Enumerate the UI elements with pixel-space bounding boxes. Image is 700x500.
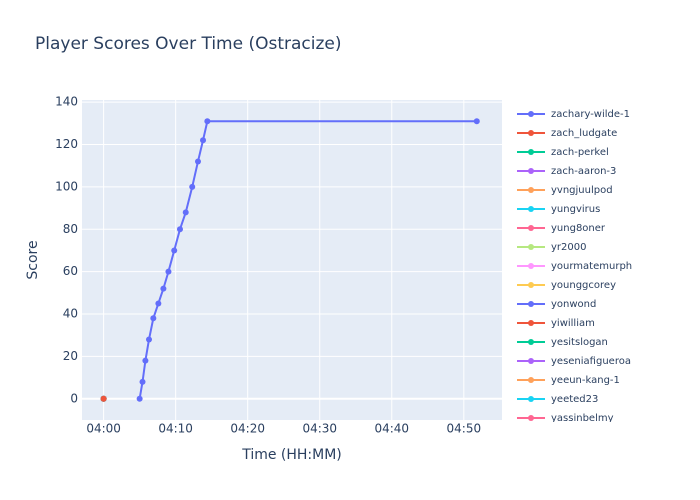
data-point bbox=[182, 209, 189, 216]
legend-label: yourmatemurph bbox=[551, 261, 632, 272]
legend-label: yassinbelmy bbox=[551, 413, 614, 424]
legend-label: zachary-wilde-1 bbox=[551, 109, 630, 120]
legend-label: yeeted23 bbox=[551, 394, 598, 405]
legend-label: yvngjuulpod bbox=[551, 185, 613, 196]
data-point bbox=[165, 268, 172, 275]
x-tick-label: 04:40 bbox=[374, 422, 409, 436]
legend-label: yeeun-kang-1 bbox=[551, 375, 620, 386]
legend-label: yonwond bbox=[551, 299, 596, 310]
legend-marker bbox=[528, 168, 534, 174]
data-point bbox=[194, 158, 201, 165]
data-point bbox=[100, 395, 107, 402]
data-point bbox=[145, 336, 152, 343]
legend-marker bbox=[528, 149, 534, 155]
grid bbox=[82, 100, 502, 420]
data-point bbox=[204, 118, 211, 125]
x-tick-label: 04:10 bbox=[158, 422, 193, 436]
data-point bbox=[136, 395, 143, 402]
data-point bbox=[473, 118, 480, 125]
legend-marker bbox=[528, 415, 534, 421]
y-tick-label: 140 bbox=[55, 95, 78, 109]
y-axis-title: Score bbox=[25, 240, 41, 279]
legend: zachary-wilde-1 zach_ludgate zach-perkel za… bbox=[517, 109, 632, 424]
data-point bbox=[139, 378, 146, 385]
x-tick-label: 04:30 bbox=[302, 422, 337, 436]
legend-label: yesitslogan bbox=[551, 337, 608, 348]
legend-label: zach_ludgate bbox=[551, 128, 617, 139]
legend-marker bbox=[528, 396, 534, 402]
chart-title: Player Scores Over Time (Ostracize) bbox=[35, 34, 342, 54]
y-tick-label: 100 bbox=[55, 179, 78, 193]
legend-label: zach-perkel bbox=[551, 147, 609, 158]
legend-marker bbox=[528, 111, 534, 117]
x-tick-label: 04:20 bbox=[230, 422, 265, 436]
legend-marker bbox=[528, 263, 534, 269]
legend-marker bbox=[528, 244, 534, 250]
data-point bbox=[189, 183, 196, 190]
legend-label: yeseniafigueroa bbox=[551, 356, 631, 367]
y-tick-label: 40 bbox=[63, 307, 78, 321]
y-tick-label: 80 bbox=[63, 222, 78, 236]
data-point bbox=[160, 285, 167, 292]
x-axis-title: Time (HH:MM) bbox=[241, 447, 342, 463]
series-line bbox=[138, 120, 477, 399]
x-tick-label: 04:50 bbox=[447, 422, 482, 436]
data-point bbox=[200, 137, 207, 144]
data-point bbox=[176, 226, 183, 233]
y-tick-label: 60 bbox=[63, 264, 78, 278]
legend-marker bbox=[528, 225, 534, 231]
series-layer bbox=[100, 118, 480, 402]
data-point bbox=[150, 315, 157, 322]
legend-label: yr2000 bbox=[551, 242, 586, 253]
x-tick-label: 04:00 bbox=[86, 422, 121, 436]
data-point bbox=[171, 247, 178, 254]
legend-marker bbox=[528, 130, 534, 136]
legend-marker bbox=[528, 377, 534, 383]
legend-marker bbox=[528, 339, 534, 345]
legend-marker bbox=[528, 301, 534, 307]
legend-label: zach-aaron-3 bbox=[551, 166, 616, 177]
plot-area bbox=[82, 100, 502, 420]
legend-marker bbox=[528, 282, 534, 288]
y-tick-label: 0 bbox=[70, 391, 78, 405]
legend-label: younggcorey bbox=[551, 280, 616, 291]
data-point bbox=[142, 357, 149, 364]
legend-marker bbox=[528, 320, 534, 326]
legend-label: yung8oner bbox=[551, 223, 606, 234]
legend-marker bbox=[528, 358, 534, 364]
legend-label: yungvirus bbox=[551, 204, 600, 215]
data-point bbox=[155, 300, 162, 307]
y-tick-label: 120 bbox=[55, 137, 78, 151]
legend-label: yiwilliam bbox=[551, 318, 595, 329]
legend-marker bbox=[528, 206, 534, 212]
legend-marker bbox=[528, 187, 534, 193]
y-tick-label: 20 bbox=[63, 349, 78, 363]
